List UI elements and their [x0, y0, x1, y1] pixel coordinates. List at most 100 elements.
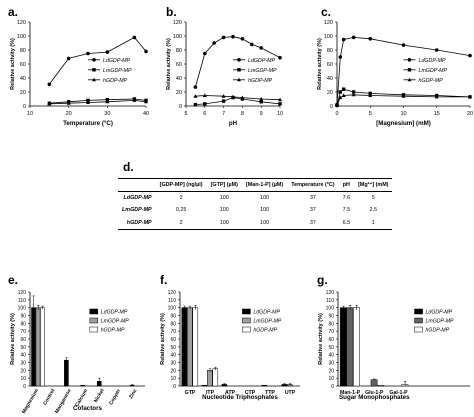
- data-point: [66, 56, 71, 61]
- category-label: Man-1-P: [340, 390, 361, 396]
- legend-label: LmGDP-MP: [426, 319, 454, 325]
- table-cell: 1: [371, 219, 375, 226]
- x-tick-label: 8: [241, 111, 244, 117]
- y-axis-label: Relative activity (%): [166, 38, 172, 90]
- data-point: [193, 94, 198, 98]
- y-tick-label: 90: [170, 314, 176, 320]
- table-cell: 100: [260, 207, 270, 214]
- legend-label: hGDP-MP: [419, 78, 444, 84]
- legend-label: hGDP-MP: [101, 328, 125, 334]
- data-point: [212, 41, 216, 45]
- table-row: LdGDP-MP 2 100 100 37 7.6 5: [118, 192, 392, 205]
- x-tick-label: 6: [203, 111, 206, 117]
- category-label: ITP: [206, 390, 215, 396]
- data-point: [240, 37, 245, 41]
- table-header-cell: Temperature (°C): [291, 182, 335, 188]
- x-axis-label: Sugar Monophosphates: [339, 394, 410, 401]
- table-cell: 0,25: [175, 207, 187, 214]
- data-point: [259, 100, 263, 104]
- data-point: [338, 95, 343, 100]
- data-point: [368, 91, 372, 96]
- y-tick-label: 30: [20, 361, 26, 367]
- x-tick-label: 7: [222, 111, 225, 117]
- series-line: [49, 98, 147, 104]
- legend-label: LdGDP-MP: [103, 58, 131, 64]
- y-axis-label: Relative activity (%): [10, 38, 16, 90]
- data-point: [105, 98, 110, 102]
- panel-label: d.: [123, 160, 134, 174]
- data-point: [193, 102, 198, 107]
- table-cell: 7.6: [342, 195, 351, 202]
- data-point: [105, 50, 110, 54]
- y-tick-label: 80: [327, 48, 333, 54]
- data-point: [351, 92, 356, 97]
- data-point: [203, 102, 207, 106]
- data-point: [86, 98, 90, 103]
- data-point: [47, 101, 52, 106]
- legend-marker: [92, 58, 96, 62]
- x-axis-label: pH: [229, 120, 238, 127]
- data-point: [231, 34, 235, 39]
- table-header-cell: [GDP-MP] (ng/µl): [159, 182, 203, 188]
- y-tick-label: 20: [170, 368, 176, 374]
- data-point: [221, 99, 226, 103]
- bar: [181, 307, 188, 387]
- x-tick-label: 9: [260, 111, 263, 117]
- bar: [207, 370, 213, 387]
- legend-swatch: [89, 317, 99, 324]
- legend-swatch: [242, 317, 251, 324]
- table-cell: 100: [260, 219, 270, 226]
- table-cell: 37: [309, 195, 316, 202]
- table-header-cell: [Mg²⁺] (mM): [358, 182, 389, 188]
- table-header-cell: [118, 179, 156, 192]
- y-tick-label: 0: [331, 384, 334, 390]
- panel-label: g.: [317, 273, 328, 287]
- table-cell: 100: [219, 195, 229, 202]
- y-tick-label: 50: [328, 345, 334, 351]
- series-line: [336, 36, 471, 105]
- y-tick-label: 90: [20, 314, 26, 320]
- bar: [377, 384, 385, 387]
- category-label: Glu-1-P: [365, 390, 384, 396]
- table-cell: 100: [260, 195, 270, 202]
- y-tick-label: 10: [170, 376, 176, 382]
- y-tick-label: 80: [170, 321, 176, 327]
- legend-marker: [237, 68, 241, 72]
- y-tick-label: 40: [176, 76, 182, 82]
- table-cell: 6.5: [342, 219, 351, 226]
- y-tick-label: 120: [324, 20, 333, 26]
- data-point: [250, 42, 254, 47]
- bar: [35, 307, 41, 387]
- table-cell: 2: [179, 195, 183, 202]
- category-label: Magnesium: [21, 388, 40, 415]
- y-tick-label: 110: [326, 298, 334, 304]
- y-tick-label: 100: [173, 34, 182, 40]
- table-cell: 2: [179, 219, 183, 226]
- category-label: Manganese: [54, 388, 73, 415]
- data-point: [240, 95, 245, 100]
- y-tick-label: 20: [328, 368, 334, 374]
- data-point: [434, 94, 439, 99]
- category-label: GTP: [185, 390, 196, 396]
- x-tick-label: 30: [104, 111, 110, 117]
- bar: [187, 307, 193, 387]
- series-line: [49, 36, 147, 85]
- data-point: [259, 46, 264, 50]
- y-tick-label: 80: [328, 321, 334, 327]
- bar: [353, 307, 360, 387]
- table-row-header: hGDP-MP: [126, 219, 152, 226]
- x-axis-label: Nucleotide Triphosphates: [202, 394, 278, 401]
- category-label: Control: [42, 387, 56, 406]
- data-point: [221, 94, 226, 98]
- x-axis-label: Temperature (°C): [63, 120, 113, 127]
- y-tick-label: 100: [324, 34, 333, 40]
- legend-swatch: [89, 326, 99, 333]
- series-line: [195, 97, 281, 105]
- data-point: [132, 35, 137, 40]
- table-row-header: LmGDP-MP: [122, 207, 152, 214]
- legend-label: LdGDP-MP: [101, 310, 128, 316]
- legend-swatch: [89, 308, 99, 315]
- legend-marker: [92, 68, 96, 72]
- series-line: [49, 99, 147, 105]
- legend-label: LmGDP-MP: [253, 319, 281, 325]
